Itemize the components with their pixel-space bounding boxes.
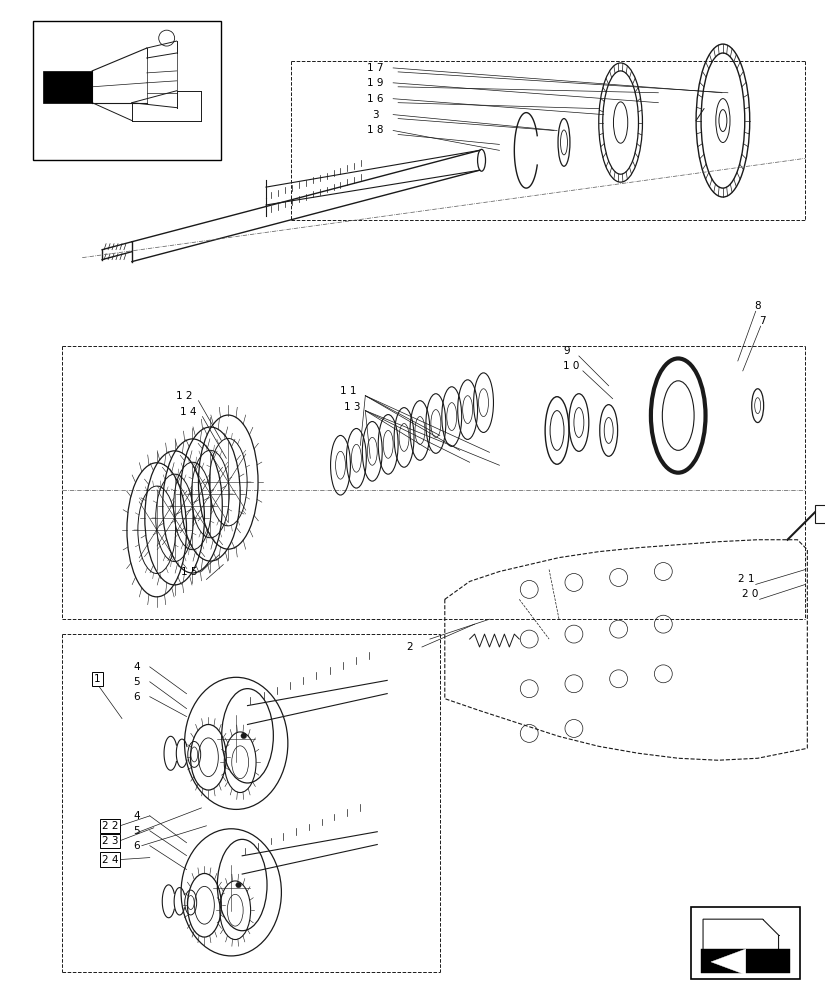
Text: 1 0: 1 0 (562, 361, 578, 371)
Text: 5: 5 (133, 826, 140, 836)
Text: 8: 8 (753, 301, 760, 311)
Text: 1 1: 1 1 (340, 386, 356, 396)
Text: 3: 3 (371, 110, 378, 120)
Text: 6: 6 (133, 841, 140, 851)
Bar (691, 907, 800, 979)
Text: 4: 4 (133, 811, 140, 821)
Text: 1 3: 1 3 (344, 402, 361, 412)
Text: 2 1: 2 1 (737, 574, 753, 584)
Text: 5: 5 (133, 677, 140, 687)
Text: 1 8: 1 8 (366, 125, 383, 135)
Text: 9: 9 (563, 346, 570, 356)
Text: 1: 1 (93, 674, 100, 684)
Polygon shape (710, 949, 745, 975)
Bar (815, 505, 826, 523)
Polygon shape (702, 919, 777, 965)
Bar (32, 21, 221, 160)
Text: 2 3: 2 3 (102, 836, 118, 846)
Bar (700, 949, 790, 973)
Text: 1 7: 1 7 (366, 63, 383, 73)
Text: 6: 6 (133, 692, 140, 702)
Text: 4: 4 (133, 662, 140, 672)
Bar (42, 71, 92, 103)
Circle shape (236, 882, 241, 888)
Text: 2 0: 2 0 (741, 589, 757, 599)
Text: 1 6: 1 6 (366, 94, 383, 104)
Text: 2 4: 2 4 (102, 855, 118, 865)
Text: 1 5: 1 5 (181, 567, 198, 577)
Text: 1 9: 1 9 (366, 78, 383, 88)
Text: 1 2: 1 2 (176, 391, 193, 401)
Text: 2: 2 (406, 642, 413, 652)
Circle shape (241, 733, 246, 739)
Text: 7: 7 (758, 316, 765, 326)
Text: 2 2: 2 2 (102, 821, 118, 831)
Text: 1 4: 1 4 (180, 407, 197, 417)
